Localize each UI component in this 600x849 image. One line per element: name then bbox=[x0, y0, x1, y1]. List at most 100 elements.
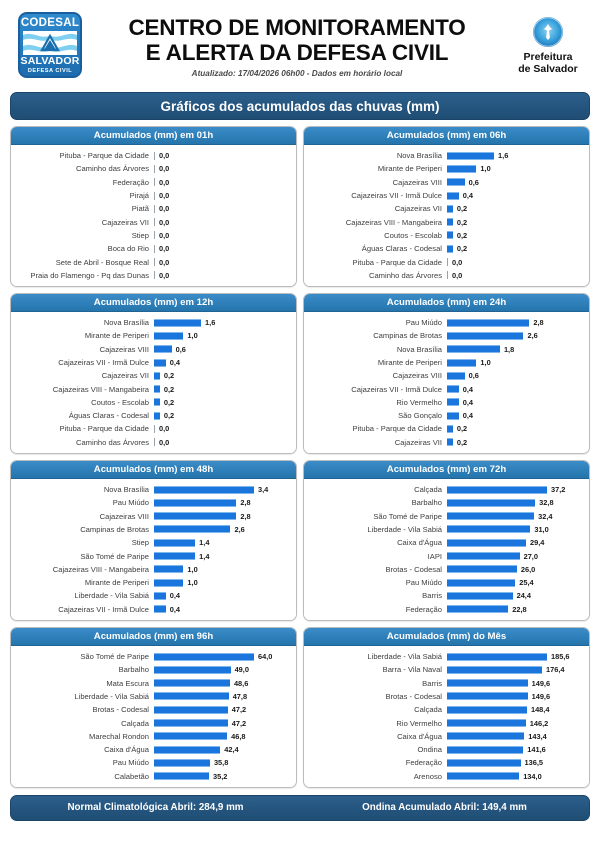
chart-row: Coutos - Escolab 0,2 bbox=[304, 229, 585, 242]
chart-row-bar-wrap: 0,0 bbox=[154, 191, 292, 200]
chart-bar-value: 0,0 bbox=[159, 257, 170, 267]
chart-bar-value: 48,6 bbox=[233, 678, 249, 688]
chart-bar bbox=[447, 231, 453, 240]
chart-row-label: Barra - Vila Naval bbox=[382, 665, 442, 675]
chart-row: Caixa d'Água 29,4 bbox=[304, 536, 585, 549]
chart-row: Barbalho 49,0 bbox=[11, 663, 292, 676]
footer-ondina-acumulado: Ondina Acumulado Abril: 149,4 mm bbox=[362, 802, 527, 814]
chart-row: Federação 0,0 bbox=[11, 176, 292, 189]
chart-bar bbox=[154, 271, 155, 280]
chart-row-label: Cajazeiras VIII bbox=[99, 344, 149, 354]
chart-row: Nova Brasília 1,6 bbox=[304, 149, 585, 162]
chart-bar bbox=[447, 679, 528, 688]
chart-row: Cajazeiras VIII 2,8 bbox=[11, 510, 292, 523]
chart-panel-title: Acumulados (mm) em 72h bbox=[304, 460, 589, 479]
codesal-logo-top-text: CODESAL bbox=[20, 17, 80, 29]
chart-bar bbox=[154, 331, 184, 340]
chart-bar-value: 0,4 bbox=[462, 191, 474, 201]
chart-panel: Acumulados (mm) em 01h Pituba - Parque da… bbox=[10, 126, 297, 287]
chart-bar bbox=[447, 438, 453, 447]
chart-bar-value: 32,8 bbox=[539, 498, 554, 508]
chart-row: Cajazeiras VIII - Mangabeira 1,0 bbox=[11, 563, 292, 576]
chart-row: Pau Miúdo 2,8 bbox=[11, 496, 292, 509]
chart-bar bbox=[154, 705, 228, 714]
chart-row: Mirante de Periperi 1,0 bbox=[304, 356, 585, 369]
chart-row-bar-wrap: 143,4 bbox=[447, 732, 585, 741]
chart-row: Cajazeiras VII - Irmã Dulce 0,4 bbox=[11, 356, 292, 369]
chart-row: Calçada 47,2 bbox=[11, 716, 292, 729]
chart-bar bbox=[154, 151, 155, 160]
chart-bar bbox=[154, 565, 184, 574]
chart-bar bbox=[154, 358, 166, 367]
chart-row-bar-wrap: 149,6 bbox=[447, 692, 585, 701]
chart-row: Rio Vermelho 0,4 bbox=[304, 396, 585, 409]
chart-bar-value: 0,0 bbox=[452, 270, 463, 280]
chart-row-label: Calçada bbox=[121, 718, 149, 728]
chart-bar bbox=[154, 665, 231, 674]
section-banner: Gráficos dos acumulados das chuvas (mm) bbox=[10, 92, 590, 120]
chart-row-label: Caixa d'Água bbox=[397, 538, 442, 548]
chart-bar-value: 0,0 bbox=[159, 177, 170, 187]
chart-row-label: Liberdade - Vila Sabiá bbox=[74, 691, 149, 701]
chart-bar-value: 146,2 bbox=[529, 718, 549, 728]
chart-row: Stiep 1,4 bbox=[11, 536, 292, 549]
chart-row-bar-wrap: 0,0 bbox=[154, 424, 292, 433]
chart-row-label: Mirante de Periperi bbox=[84, 331, 149, 341]
chart-bar-value: 35,2 bbox=[213, 771, 228, 781]
chart-bar bbox=[154, 498, 237, 507]
chart-row-bar-wrap: 0,2 bbox=[447, 244, 585, 253]
chart-row-label: IAPI bbox=[427, 551, 442, 561]
chart-row-bar-wrap: 0,0 bbox=[154, 271, 292, 280]
chart-bar-value: 37,2 bbox=[551, 485, 566, 495]
chart-row-label: Cajazeiras VIII bbox=[392, 177, 442, 187]
chart-row-label: Cajazeiras VIII - Mangabeira bbox=[52, 564, 149, 574]
chart-row-label: São Gonçalo bbox=[398, 411, 442, 421]
chart-row-label: Mirante de Periperi bbox=[84, 578, 149, 588]
chart-bar bbox=[154, 424, 155, 433]
chart-row: Pau Miúdo 35,8 bbox=[11, 756, 292, 769]
chart-bar bbox=[447, 258, 448, 267]
chart-row-bar-wrap: 0,0 bbox=[154, 244, 292, 253]
chart-row-label: Cajazeiras VII bbox=[394, 204, 442, 214]
prefeitura-label-line2: de Salvador bbox=[518, 63, 578, 75]
chart-bar-value: 1,0 bbox=[480, 358, 491, 367]
chart-row-label: Boca do Rio bbox=[107, 244, 149, 254]
chart-row-bar-wrap: 46,8 bbox=[154, 732, 292, 741]
chart-row: Arenoso 134,0 bbox=[304, 770, 585, 783]
chart-bar-value: 0,4 bbox=[169, 591, 181, 601]
chart-row-label: Barbalho bbox=[118, 665, 149, 675]
chart-row-bar-wrap: 0,4 bbox=[154, 358, 292, 367]
chart-row-bar-wrap: 0,4 bbox=[154, 605, 292, 614]
chart-row-bar-wrap: 0,0 bbox=[447, 271, 585, 280]
chart-row-bar-wrap: 136,5 bbox=[447, 758, 585, 767]
chart-bar-value: 149,6 bbox=[531, 691, 551, 701]
chart-panel-title: Acumulados (mm) em 06h bbox=[304, 127, 589, 145]
chart-panel-body: Nova Brasília 3,4 Pau Miúdo 2,8 Cajazeiras V… bbox=[11, 478, 296, 620]
chart-row-bar-wrap: 48,6 bbox=[154, 679, 292, 688]
chart-row-label: Stiep bbox=[131, 230, 149, 240]
chart-row-label: Pituba - Parque da Cidade bbox=[59, 151, 150, 161]
chart-row-bar-wrap: 0,0 bbox=[154, 218, 292, 227]
chart-bar bbox=[447, 204, 453, 213]
chart-panel-body: Liberdade - Vila Sabiá 185,6 Barra - Vila … bbox=[304, 645, 589, 787]
chart-row: Pituba - Parque da Cidade 0,0 bbox=[11, 149, 292, 162]
chart-bar bbox=[447, 331, 524, 340]
chart-bar bbox=[154, 244, 155, 253]
chart-bar-value: 24,4 bbox=[516, 591, 531, 601]
chart-bar-value: 47,2 bbox=[231, 705, 247, 715]
chart-bar-value: 1,0 bbox=[187, 578, 198, 588]
chart-row-label: Campinas de Brotas bbox=[373, 331, 442, 341]
chart-bar bbox=[447, 345, 500, 354]
chart-row-bar-wrap: 27,0 bbox=[447, 552, 585, 561]
chart-bar-value: 0,4 bbox=[462, 397, 474, 407]
chart-row-label: Caixa d'Água bbox=[397, 731, 442, 741]
chart-row-bar-wrap: 0,4 bbox=[154, 591, 292, 600]
chart-row-bar-wrap: 32,4 bbox=[447, 512, 585, 521]
chart-bar bbox=[154, 591, 166, 600]
chart-bar bbox=[447, 665, 543, 674]
chart-row-bar-wrap: 0,0 bbox=[154, 438, 292, 447]
chart-row: IAPI 27,0 bbox=[304, 549, 585, 562]
chart-bar bbox=[154, 679, 230, 688]
chart-bar bbox=[154, 719, 228, 728]
chart-bar bbox=[447, 498, 536, 507]
